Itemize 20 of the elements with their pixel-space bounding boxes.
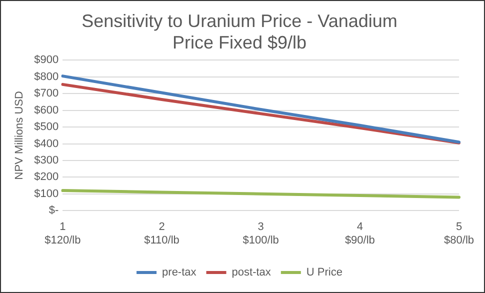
x-tick-label: 4 $90/lb <box>344 221 375 246</box>
y-tick-label: $900 <box>34 54 59 66</box>
x-tick-label: 3 $100/lb <box>242 221 279 246</box>
legend-label: pre-tax <box>162 266 197 279</box>
chart-title: Sensitivity to Uranium Price - Vanadium Price Fixed $9/lb <box>82 10 398 52</box>
y-tick-label: $- <box>48 204 60 217</box>
y-tick-label: $500 <box>34 121 59 134</box>
y-tick-label: $100 <box>34 188 59 200</box>
x-tick-label: 5 $80/lb <box>444 221 474 246</box>
y-axis-title: NPV Millions USD <box>14 91 26 180</box>
y-tick-label: $400 <box>34 138 59 150</box>
legend-label: post-tax <box>232 266 272 279</box>
y-tick-label: $600 <box>34 104 59 116</box>
y-tick-label: $800 <box>34 70 59 83</box>
x-tick-label: 2 $110/lb <box>144 221 180 246</box>
y-tick-label: $700 <box>34 88 59 100</box>
y-tick-label: $300 <box>34 154 59 166</box>
y-tick-label: $200 <box>34 171 59 184</box>
legend-label: U Price <box>306 266 342 279</box>
x-tick-label: 1 $120/lb <box>44 221 81 246</box>
